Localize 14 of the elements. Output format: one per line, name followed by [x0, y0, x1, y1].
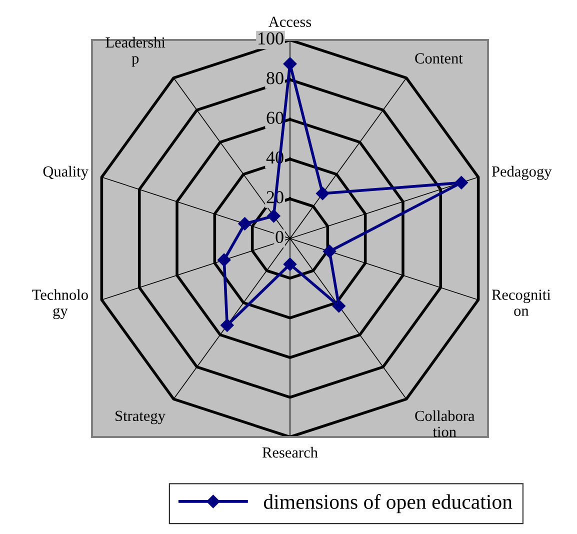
y-tick-label: 0	[276, 230, 284, 244]
spoke-label: Quality	[43, 166, 88, 180]
spoke-label: Content	[415, 53, 463, 64]
spoke-label: Strategy	[116, 410, 166, 424]
legend-label: dimensions of open education	[264, 494, 512, 514]
spoke-label: Recogniti on	[492, 290, 551, 316]
spoke-label: Research	[262, 446, 318, 458]
spoke-label: Technolo gy	[32, 289, 88, 320]
spoke-label: Access	[268, 16, 312, 27]
spoke-label: Pedagogy	[492, 166, 552, 180]
spoke-label: Collabora tion	[415, 410, 475, 438]
y-tick-label: 100	[258, 32, 284, 45]
spoke-label: Leadershi p	[106, 36, 166, 67]
y-tick-label: 80	[266, 72, 284, 84]
